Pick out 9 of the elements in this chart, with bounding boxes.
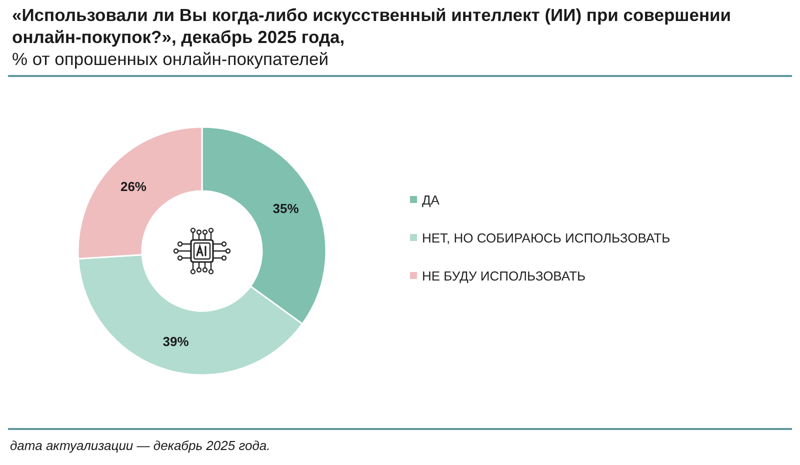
chart-title: «Использовали ли Вы когда-либо искусственный интеллект (ИИ) при совершении онлайн-покупок?», декабрь 2025 года, [12,4,732,48]
data-label: 26% [120,179,147,194]
text: дата актуализации — декабрь 2025 года. [10,438,270,453]
data-label: 39% [162,334,190,349]
legend-label: ДА [422,192,440,208]
data-label: 35% [272,200,300,216]
chart-subtitle: % от опрошенных онлайн-покупателей [12,48,329,70]
legend-label: НЕТ, НО СОБИРАЮСЬ ИСПОЛЬЗОВАТЬ [422,230,670,246]
legend-label: НЕ БУДУ ИСПОЛЬЗОВАТЬ [422,268,586,284]
